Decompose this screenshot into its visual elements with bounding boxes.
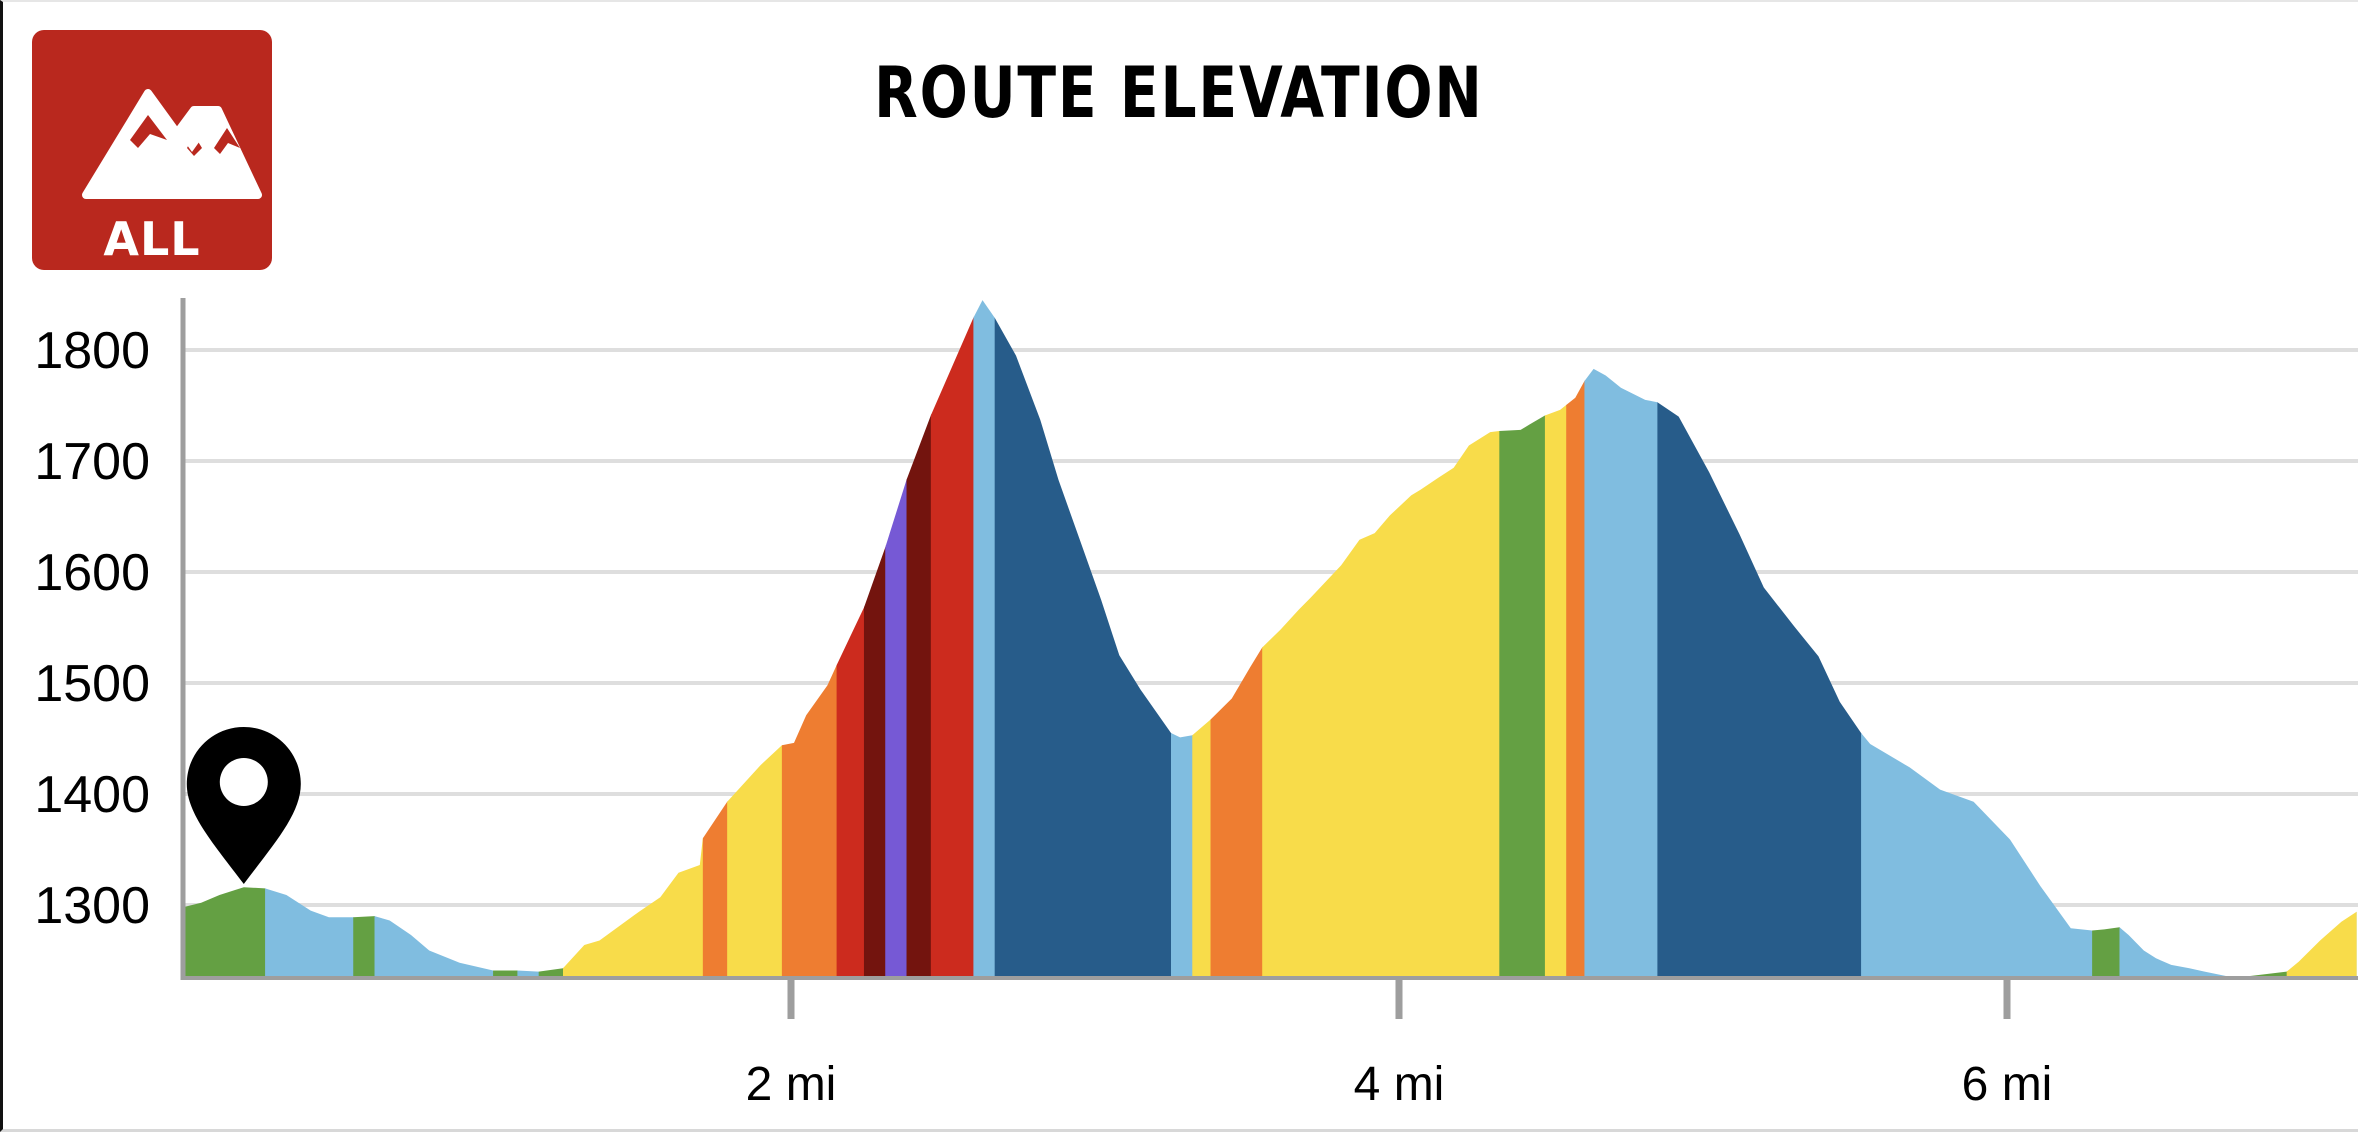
- y-tick-label: 1700: [34, 433, 150, 491]
- grade-segment-lightblue: [265, 300, 354, 978]
- map-pin-icon[interactable]: [186, 727, 301, 884]
- grade-segment-yellow: [1544, 300, 1567, 978]
- grade-segment-green: [538, 300, 564, 978]
- grade-segment-darkred: [906, 300, 932, 978]
- grade-segment-orange: [1210, 300, 1263, 978]
- grade-segment-lightblue: [517, 300, 540, 978]
- badge-label: ALL: [103, 212, 201, 266]
- grade-segment-darkred: [863, 300, 886, 978]
- grade-segment-orange: [781, 300, 838, 978]
- grade-segment-yellow: [727, 300, 783, 978]
- grade-segment-lightblue: [374, 300, 494, 978]
- mountains-icon: [82, 89, 262, 199]
- x-tick-label: 6 mi: [1962, 1058, 2053, 1111]
- x-tick-label: 2 mi: [746, 1058, 837, 1111]
- grade-segment-lightblue: [2119, 300, 2227, 978]
- grade-segment-yellow: [2286, 300, 2357, 978]
- elevation-area: [183, 300, 2357, 978]
- grade-segment-darkblue: [994, 300, 1172, 978]
- y-axis-labels: 1300 1400 1500 1600 1700 1800: [34, 322, 150, 935]
- grade-segment-lightblue: [1861, 300, 2093, 978]
- grade-segment-green: [2092, 300, 2121, 978]
- grade-segment-green: [2250, 300, 2288, 978]
- grade-segment-lightblue: [973, 300, 996, 978]
- grade-segment-purple: [885, 300, 908, 978]
- y-tick-label: 1500: [34, 655, 150, 713]
- grade-segment-yellow: [1262, 300, 1500, 978]
- grade-segment-yellow: [1192, 300, 1212, 978]
- grade-segment-red: [930, 300, 974, 978]
- grade-segment-green: [353, 300, 376, 978]
- elevation-filter-all-button[interactable]: ALL: [32, 30, 272, 270]
- grade-segment-red: [836, 300, 865, 978]
- y-tick-label: 1800: [34, 322, 150, 380]
- grade-segment-darkblue: [1657, 300, 1862, 978]
- grade-segment-gray: [2225, 300, 2251, 978]
- y-tick-label: 1300: [34, 877, 150, 935]
- y-tick-label: 1600: [34, 544, 150, 602]
- page-title: ROUTE ELEVATION: [874, 52, 1484, 134]
- grade-segment-green: [1499, 300, 1546, 978]
- grade-segment-orange: [1566, 300, 1586, 978]
- x-axis-ticks: 2 mi 4 mi 6 mi: [746, 978, 2053, 1111]
- grade-segment-orange: [702, 300, 728, 978]
- grade-segment-lightblue: [1171, 300, 1193, 978]
- x-tick-label: 4 mi: [1354, 1058, 1445, 1111]
- y-tick-label: 1400: [34, 766, 150, 824]
- grade-segment-yellow: [563, 300, 704, 978]
- grade-segment-green: [493, 300, 518, 978]
- grade-segment-lightblue: [1584, 300, 1658, 978]
